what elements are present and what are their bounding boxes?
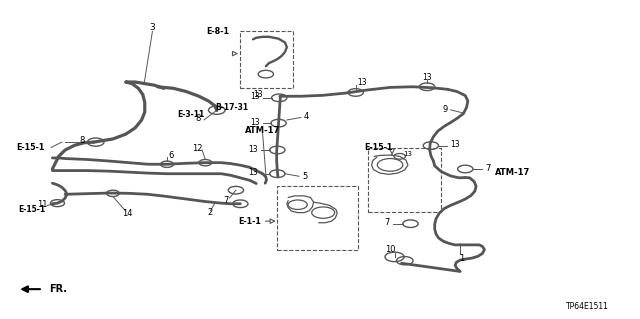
Text: 14: 14 (122, 209, 132, 218)
Text: 13: 13 (451, 140, 460, 149)
Text: 1: 1 (459, 254, 464, 263)
Text: B-17-31: B-17-31 (216, 103, 248, 112)
Text: 13: 13 (250, 93, 259, 101)
Text: 7: 7 (384, 218, 390, 227)
FancyBboxPatch shape (368, 148, 441, 212)
FancyBboxPatch shape (241, 32, 293, 88)
Text: ATM-17: ATM-17 (495, 168, 531, 177)
Text: 13: 13 (250, 118, 259, 127)
Text: 13: 13 (253, 90, 263, 99)
Text: 7: 7 (223, 196, 228, 205)
Text: E-3-11: E-3-11 (178, 110, 205, 119)
Text: E-1-1: E-1-1 (239, 217, 261, 226)
Text: 10: 10 (385, 245, 396, 254)
Text: 5: 5 (303, 172, 308, 181)
Text: 8: 8 (79, 136, 84, 145)
Text: 8: 8 (195, 114, 200, 123)
Text: E-15-1: E-15-1 (17, 143, 45, 152)
Text: 13: 13 (357, 78, 367, 87)
Text: 13: 13 (248, 145, 258, 153)
Text: 13: 13 (422, 73, 432, 82)
Text: 4: 4 (304, 112, 309, 121)
Text: 12: 12 (193, 144, 203, 153)
Text: 7: 7 (486, 164, 491, 173)
Text: E-15-1: E-15-1 (19, 205, 45, 214)
Text: 9: 9 (442, 105, 447, 114)
FancyBboxPatch shape (276, 186, 358, 250)
Text: E-8-1: E-8-1 (207, 27, 230, 36)
Text: TP64E1511: TP64E1511 (566, 302, 609, 311)
Text: 2: 2 (208, 208, 213, 217)
Text: 13: 13 (248, 168, 258, 177)
Text: E-15-1: E-15-1 (364, 143, 392, 152)
Text: FR.: FR. (49, 284, 67, 294)
Text: 13: 13 (403, 152, 412, 158)
Text: 11: 11 (38, 200, 48, 209)
Text: 3: 3 (150, 23, 156, 32)
Text: 6: 6 (168, 151, 173, 160)
Text: ATM-17: ATM-17 (245, 126, 280, 135)
